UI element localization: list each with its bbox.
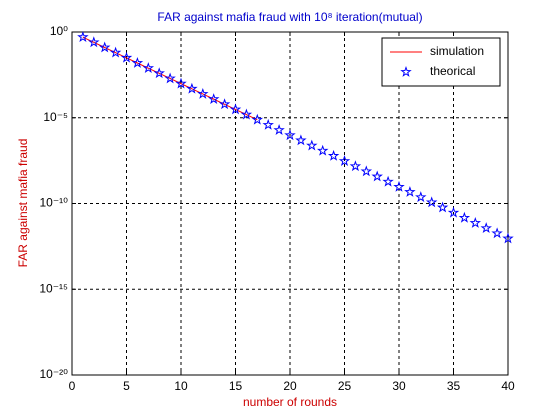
- star-marker: [349, 160, 362, 172]
- x-tick-label: 10: [174, 379, 188, 393]
- y-axis-label: FAR against mafia fraud: [16, 139, 30, 268]
- x-tick-label: 30: [392, 379, 406, 393]
- star-marker: [393, 180, 405, 192]
- star-marker: [131, 56, 144, 68]
- star-marker: [469, 216, 482, 228]
- y-tick-label: 10⁻²⁰: [40, 367, 69, 381]
- star-marker: [120, 51, 133, 63]
- y-tick-label: 10⁻¹⁵: [39, 281, 68, 295]
- star-marker: [164, 72, 176, 84]
- star-marker: [415, 191, 427, 203]
- star-marker: [142, 62, 155, 74]
- star-marker: [382, 175, 394, 187]
- star-marker: [371, 170, 383, 182]
- x-tick-label: 25: [338, 379, 352, 393]
- star-marker: [458, 211, 471, 223]
- y-tick-label: 10⁻¹⁰: [40, 196, 69, 210]
- x-tick-label: 20: [283, 379, 297, 393]
- star-marker: [327, 149, 340, 161]
- star-marker: [153, 67, 165, 79]
- star-marker: [425, 196, 438, 208]
- x-tick-label: 15: [229, 379, 243, 393]
- star-marker: [98, 41, 111, 53]
- legend-box: [381, 37, 501, 87]
- chart-title: FAR against mafia fraud with 10⁸ iterati…: [157, 10, 422, 24]
- star-marker: [316, 144, 329, 156]
- star-marker: [175, 77, 187, 89]
- star-marker: [109, 46, 122, 58]
- star-marker: [436, 201, 449, 213]
- star-marker: [295, 134, 307, 146]
- star-marker: [502, 232, 514, 244]
- star-marker: [197, 87, 209, 99]
- star-marker: [360, 165, 373, 177]
- star-marker: [284, 129, 296, 141]
- star-marker: [491, 227, 503, 239]
- x-tick-label: 40: [501, 379, 515, 393]
- star-marker: [207, 93, 220, 104]
- star-marker: [218, 98, 231, 110]
- star-marker: [447, 206, 460, 218]
- star-marker: [229, 103, 242, 115]
- x-axis-label: number of rounds: [243, 395, 337, 409]
- x-tick-label: 0: [69, 379, 76, 393]
- y-tick-label: 10⁻⁵: [43, 110, 68, 124]
- legend-label: simulation: [430, 44, 484, 58]
- star-marker: [77, 31, 89, 43]
- axes-box: [71, 31, 509, 376]
- star-marker: [240, 108, 253, 120]
- star-marker: [186, 82, 198, 94]
- star-marker: [338, 155, 351, 166]
- star-marker: [262, 118, 274, 130]
- star-marker: [480, 222, 492, 234]
- star-marker: [404, 186, 416, 197]
- star-marker: [251, 113, 264, 125]
- legend-label: theorical: [430, 64, 475, 78]
- legend-swatch: [400, 65, 412, 77]
- star-marker: [88, 36, 100, 48]
- x-tick-label: 5: [123, 379, 130, 393]
- y-tick-label: 10⁰: [50, 24, 68, 38]
- star-marker: [273, 124, 285, 135]
- star-marker: [306, 139, 318, 151]
- x-tick-label: 35: [447, 379, 461, 393]
